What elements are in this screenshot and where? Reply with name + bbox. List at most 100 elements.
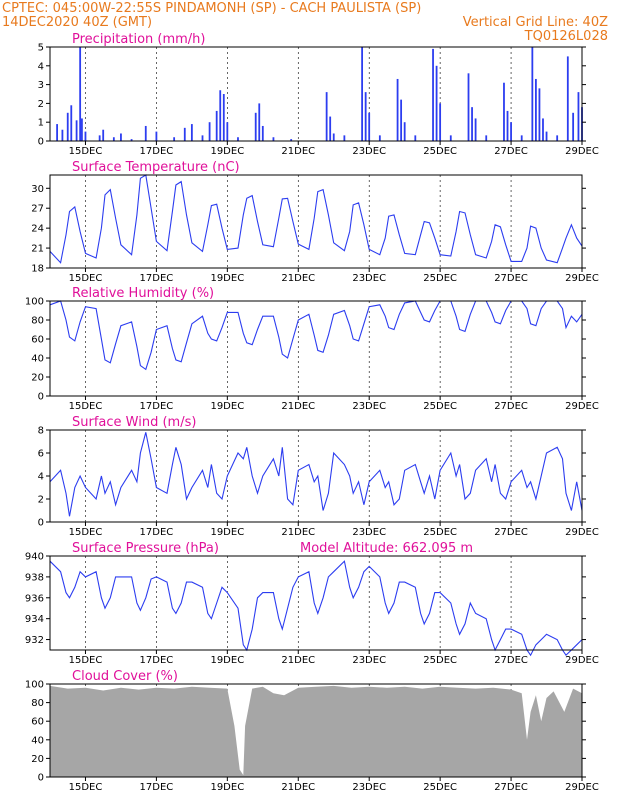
series-line <box>49 560 583 657</box>
y-tick-label: 30 <box>31 184 44 195</box>
precip-bar <box>290 139 293 141</box>
y-tick-label: 80 <box>31 316 44 327</box>
precip-bar <box>566 56 569 141</box>
y-tick-label: 0 <box>38 773 44 784</box>
x-tick-label: 25DEC <box>423 401 457 412</box>
panel-frame <box>49 300 583 397</box>
x-tick-label: 25DEC <box>423 527 457 538</box>
precip-bar <box>343 135 346 141</box>
y-tick-label: 24 <box>31 224 44 235</box>
precip-bar <box>449 135 452 141</box>
precip-bar <box>272 137 275 141</box>
panel-title: Relative Humidity (%) <box>72 286 214 301</box>
x-tick-label: 15DEC <box>69 782 103 793</box>
precip-bar <box>190 124 193 141</box>
precip-bar <box>332 133 335 141</box>
precip-bar <box>120 133 122 141</box>
precip-bar <box>261 125 264 141</box>
x-tick-label: 19DEC <box>210 273 244 284</box>
precip-bar <box>485 135 488 141</box>
precip-bar <box>403 122 406 141</box>
y-tick-label: 27 <box>31 204 44 215</box>
y-tick-label: 20 <box>31 373 44 384</box>
x-tick-label: 23DEC <box>352 401 386 412</box>
precip-bar <box>329 116 332 141</box>
y-tick-label: 8 <box>38 426 44 437</box>
x-tick-label: 15DEC <box>69 273 103 284</box>
x-tick-label: 21DEC <box>281 273 315 284</box>
x-tick-label: 27DEC <box>494 401 528 412</box>
x-tick-label: 19DEC <box>210 655 244 666</box>
x-tick-label: 23DEC <box>352 146 386 157</box>
panel-4 <box>46 555 586 657</box>
panel-title: Surface Temperature (nC) <box>72 160 240 175</box>
header-date: 14DEC2020 40Z (GMT) <box>2 15 152 30</box>
precip-bar <box>173 137 176 141</box>
series-line <box>49 432 583 517</box>
x-tick-label: 17DEC <box>140 146 174 157</box>
x-tick-label: 21DEC <box>281 527 315 538</box>
x-tick-label: 17DEC <box>140 401 174 412</box>
x-tick-label: 29DEC <box>565 401 599 412</box>
precip-bar <box>219 90 222 141</box>
precip-bar <box>208 122 211 141</box>
y-tick-label: 932 <box>25 635 44 646</box>
x-tick-label: 27DEC <box>494 782 528 793</box>
y-tick-label: 1 <box>38 118 44 129</box>
precip-bar <box>98 135 101 141</box>
x-tick-label: 25DEC <box>423 782 457 793</box>
x-tick-label: 27DEC <box>494 146 528 157</box>
panel-title: Precipitation (mm/h) <box>72 32 205 47</box>
header-grid-line: Vertical Grid Line: 40Z <box>463 15 608 30</box>
precip-bar <box>102 129 105 141</box>
precip-bar <box>474 118 477 141</box>
precip-bar <box>84 131 87 141</box>
precip-bar <box>531 47 534 141</box>
precip-bar <box>396 78 399 141</box>
y-tick-label: 4 <box>38 61 44 72</box>
x-tick-label: 15DEC <box>69 401 103 412</box>
y-tick-label: 60 <box>31 335 44 346</box>
header-station: CPTEC: 045:00W-22:55S PINDAMONH (SP) - C… <box>2 1 421 16</box>
y-tick-label: 6 <box>38 449 44 460</box>
panel-frame <box>49 429 583 523</box>
y-tick-label: 21 <box>31 244 44 255</box>
panel-1 <box>46 174 586 272</box>
precip-bar <box>75 120 78 141</box>
panel-3 <box>46 429 586 526</box>
x-tick-label: 21DEC <box>281 401 315 412</box>
x-tick-label: 17DEC <box>140 273 174 284</box>
panel-2 <box>46 300 586 400</box>
panels: 0 1 2 3 4 5 15DEC 17DEC 19DEC 21DEC 23DEC 25DEC 27DE… <box>25 32 599 793</box>
precip-bar <box>414 135 417 141</box>
x-tick-label: 29DEC <box>565 146 599 157</box>
panel-frame <box>49 174 583 269</box>
precip-bar <box>183 127 186 141</box>
precip-bar <box>572 112 575 141</box>
precip-bar <box>432 48 434 141</box>
precip-bar <box>222 94 225 141</box>
series-line <box>49 174 583 264</box>
y-tick-label: 4 <box>38 472 44 483</box>
precip-bar <box>61 129 64 141</box>
x-tick-label: 29DEC <box>565 782 599 793</box>
y-tick-label: 5 <box>38 43 44 54</box>
precip-bar <box>538 88 541 141</box>
panel-annotation: Model Altitude: 662.095 m <box>300 541 473 556</box>
precip-bar <box>503 82 505 141</box>
x-tick-label: 21DEC <box>281 655 315 666</box>
y-tick-label: 938 <box>25 572 44 583</box>
precip-bar <box>577 92 580 141</box>
y-tick-label: 40 <box>31 354 44 365</box>
precip-bar <box>361 47 364 141</box>
precip-bar <box>545 131 548 141</box>
precip-bar <box>378 135 381 141</box>
precip-bar <box>130 139 133 141</box>
x-tick-label: 15DEC <box>69 146 103 157</box>
precip-bar <box>70 105 73 141</box>
y-tick-label: 2 <box>38 99 44 110</box>
panel-title: Surface Pressure (hPa) <box>72 541 219 556</box>
x-tick-label: 21DEC <box>281 782 315 793</box>
precip-bar <box>471 107 473 141</box>
precip-bar <box>364 92 367 141</box>
